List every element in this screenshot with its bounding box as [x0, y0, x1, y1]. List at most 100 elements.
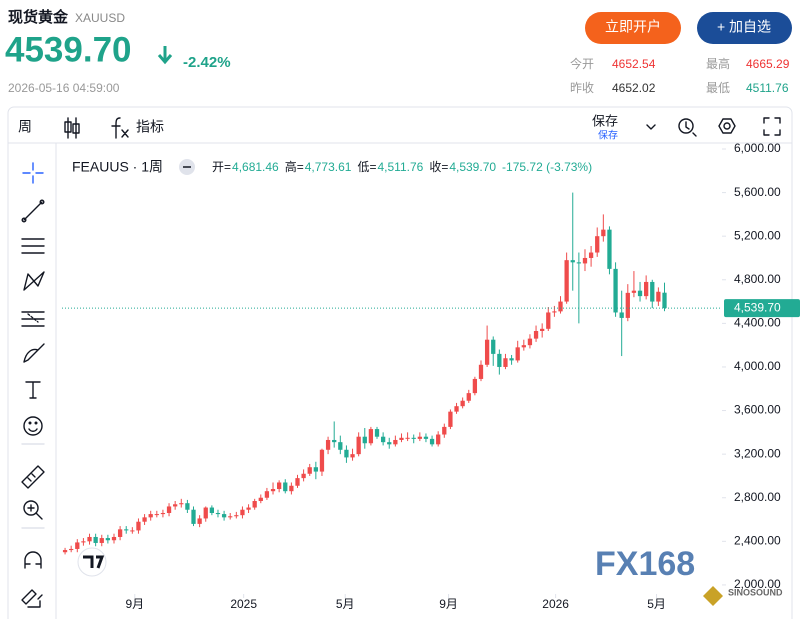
save-sub[interactable]: 保存	[598, 129, 618, 142]
candle-body	[301, 473, 306, 479]
candle-body	[136, 521, 141, 531]
candle-body	[393, 439, 398, 445]
candle-body	[289, 485, 294, 492]
candle-body	[521, 345, 526, 348]
legend-value: 4,539.70	[449, 160, 496, 174]
candle-body	[497, 353, 502, 367]
candle-body	[191, 509, 196, 524]
legend-value: 4,773.61	[305, 160, 352, 174]
candle-body	[570, 260, 575, 263]
candle-body	[99, 538, 104, 543]
candle-body	[558, 301, 563, 312]
fx-icon[interactable]	[111, 117, 129, 139]
candle-icon[interactable]	[64, 117, 80, 139]
candle-body	[166, 506, 172, 513]
candle-body	[478, 364, 484, 379]
y-tick-label: 3,200.00	[734, 446, 781, 460]
candle-body	[503, 358, 508, 367]
candle-body	[491, 339, 496, 354]
candle-body	[313, 467, 318, 472]
candle-body	[179, 503, 184, 505]
legend-value: 4,681.46	[232, 160, 279, 174]
watchlist-button[interactable]	[697, 12, 792, 44]
time: 2026-05-16 04:59:00	[8, 81, 120, 95]
x-tick-label: 9月	[439, 597, 458, 611]
price: 4539.70	[5, 30, 132, 69]
stat-label: 最低	[706, 81, 730, 95]
settings-icon[interactable]	[718, 118, 736, 134]
y-tick-label: 5,200.00	[734, 228, 781, 242]
drawing-tools[interactable]	[21, 162, 45, 608]
y-tick-label: 2,000.00	[734, 577, 781, 591]
candle-body	[325, 439, 331, 450]
candle-body	[154, 514, 159, 516]
button-label[interactable]: 立即开户	[605, 19, 661, 35]
watermark: FX168	[595, 545, 695, 583]
candle-body	[588, 252, 594, 258]
candle-body	[160, 512, 166, 515]
candle-body	[509, 358, 514, 361]
candle-body	[374, 429, 380, 437]
indicators[interactable]: 指标	[136, 119, 164, 135]
legend-label: 收=	[429, 160, 448, 174]
legend-label: 开=	[212, 160, 231, 174]
candle-body	[105, 538, 111, 541]
candle-body	[601, 229, 606, 237]
button-label[interactable]: + 加自选	[717, 19, 771, 35]
candle-body	[356, 436, 361, 455]
candle-body	[429, 438, 435, 445]
candle-body	[448, 411, 453, 427]
stat-label: 最高	[706, 56, 730, 71]
legend-title: FEAUUS · 1周	[72, 159, 163, 175]
candle-body	[264, 491, 270, 498]
candle-body	[411, 437, 416, 439]
candle-body	[215, 512, 221, 515]
candle-body	[270, 489, 276, 492]
candle-body	[319, 449, 325, 472]
candle-body	[111, 536, 117, 541]
candle-body	[405, 437, 410, 439]
candle-body	[142, 517, 147, 522]
last-price-label: 4,539.70	[734, 300, 781, 314]
candle-body	[387, 442, 392, 445]
y-tick-label: 6,000.00	[734, 141, 781, 155]
chevron[interactable]	[646, 124, 656, 130]
candle-body	[117, 529, 123, 537]
title: 现货黄金	[8, 8, 69, 26]
alert-icon[interactable]	[678, 118, 697, 137]
candle-body	[650, 281, 655, 302]
stat-value: 4652.54	[612, 57, 656, 71]
candle-body	[130, 530, 135, 532]
y-tick-label: 4,800.00	[734, 272, 781, 286]
candle-body	[656, 291, 661, 302]
candle-body	[307, 467, 312, 474]
x-tick-label: 5月	[647, 597, 666, 611]
save[interactable]: 保存	[592, 113, 618, 128]
candle-body	[277, 482, 282, 490]
candle-body	[472, 378, 478, 394]
candle-body	[228, 516, 233, 518]
candle-body	[631, 290, 637, 293]
candle-body	[442, 426, 447, 435]
candle-body	[454, 406, 459, 412]
fullscreen-icon[interactable]	[763, 117, 781, 136]
candle-body	[209, 507, 215, 513]
x-tick-label: 2025	[230, 597, 257, 611]
open-account-button[interactable]	[585, 12, 681, 44]
last-price-tag	[724, 299, 800, 318]
candle-body	[417, 436, 422, 439]
candle-body	[595, 236, 600, 253]
candle-body	[69, 548, 74, 551]
candle-body	[607, 229, 612, 269]
candle-body	[546, 312, 551, 329]
candle-body	[484, 339, 490, 365]
interval[interactable]: 周	[18, 119, 32, 135]
candle-body	[124, 529, 129, 531]
legend-value: 4,511.76	[377, 160, 423, 174]
x-tick-label: 9月	[125, 597, 144, 611]
candle-body	[576, 262, 582, 264]
candle-body	[515, 347, 520, 361]
candle-body	[283, 482, 288, 492]
